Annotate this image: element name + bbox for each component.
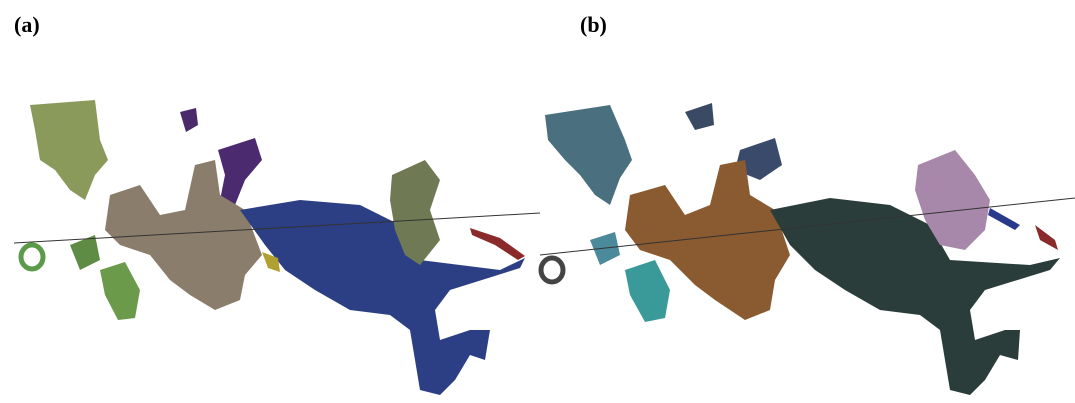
panel-label: (a) bbox=[14, 12, 40, 38]
figure: (a) (b) bbox=[0, 0, 1075, 403]
renderings bbox=[0, 0, 1075, 403]
panel-a-rendering bbox=[14, 100, 540, 395]
panel-b-rendering bbox=[540, 103, 1075, 395]
panel-label: (b) bbox=[580, 12, 607, 38]
